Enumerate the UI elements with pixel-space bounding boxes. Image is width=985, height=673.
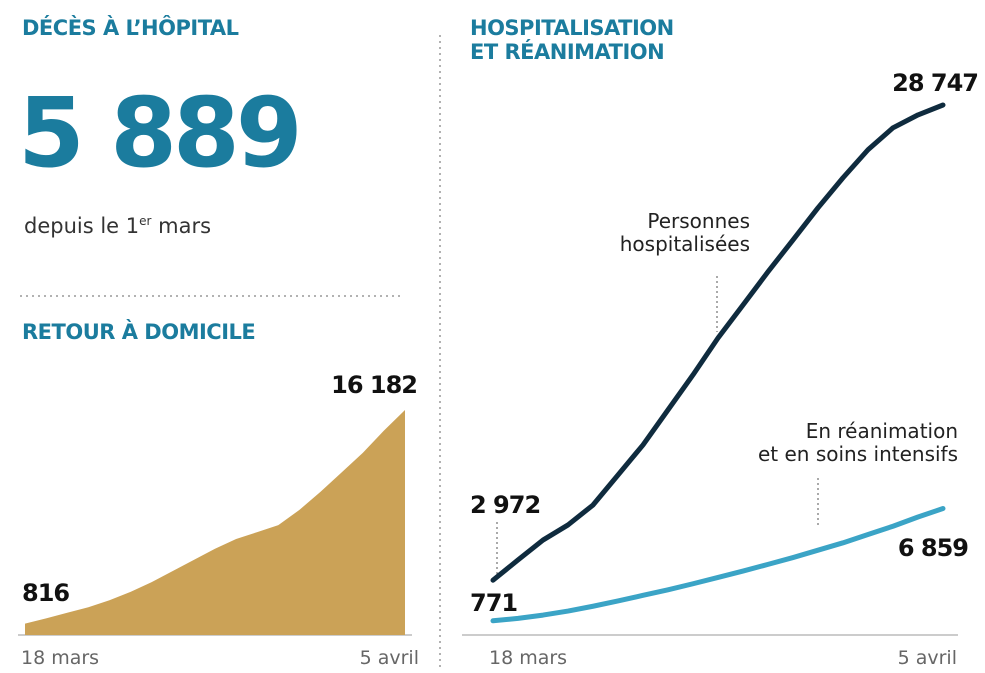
value-label: 28 747 xyxy=(892,69,979,97)
area xyxy=(25,410,405,635)
series-label: En réanimation et en soins intensifs xyxy=(758,419,958,466)
series-label: Personnes hospitalisées xyxy=(619,209,750,256)
x-tick-label: 5 avril xyxy=(897,647,957,669)
value-label: 816 xyxy=(22,579,70,607)
value-label: 6 859 xyxy=(897,534,969,562)
headline-title: DÉCÈS À L’HÔPITAL xyxy=(22,16,239,40)
headline-caption: depuis le 1er mars xyxy=(24,214,211,238)
chart-title: RETOUR À DOMICILE xyxy=(22,320,256,344)
x-tick-label: 5 avril xyxy=(359,647,419,669)
caption-sup: er xyxy=(139,214,152,228)
x-tick-label: 18 mars xyxy=(21,647,100,669)
chart-title: HOSPITALISATION ET RÉANIMATION xyxy=(470,16,674,65)
x-tick-label: 18 mars xyxy=(489,647,568,669)
line xyxy=(490,102,946,583)
line xyxy=(490,506,946,624)
caption-text: depuis le 1 xyxy=(24,214,140,238)
value-label: 2 972 xyxy=(470,491,541,519)
caption-text: mars xyxy=(151,214,212,238)
value-label: 16 182 xyxy=(331,371,418,399)
value-label: 771 xyxy=(470,589,518,617)
headline-value: 5 889 xyxy=(18,77,303,189)
